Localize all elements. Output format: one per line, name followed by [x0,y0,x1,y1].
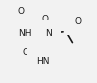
Text: O: O [74,17,81,26]
Text: O: O [18,7,25,16]
Text: O: O [41,15,48,24]
Text: O: O [23,48,30,57]
Text: NH: NH [18,29,32,38]
Text: N: N [45,29,52,38]
Text: HN: HN [36,57,49,66]
